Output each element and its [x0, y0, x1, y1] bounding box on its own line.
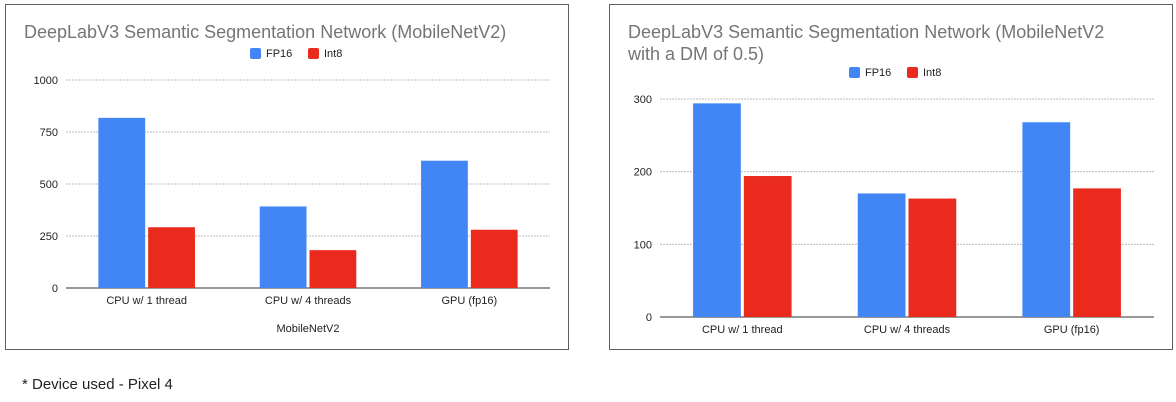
chart-panel-mobilenetv2: DeepLabV3 Semantic Segmentation Network … [5, 4, 569, 350]
legend-swatch-fp16 [849, 67, 860, 78]
x-category-label: CPU w/ 1 thread [106, 295, 187, 307]
legend-label-int8: Int8 [324, 48, 342, 60]
chart-panel-mobilenetv2-dm05: DeepLabV3 Semantic Segmentation Network … [609, 4, 1173, 350]
chart-title: DeepLabV3 Semantic Segmentation Network … [24, 22, 507, 42]
bar-int8-1 [148, 227, 195, 288]
bar-int8-3 [470, 229, 518, 288]
bar-int8-2 [309, 250, 357, 288]
y-tick-label: 500 [40, 179, 58, 191]
bar-int8-2 [908, 198, 957, 317]
y-tick-label: 0 [52, 283, 58, 295]
bar-fp16-3 [421, 160, 468, 288]
bar-fp16-1 [693, 103, 741, 317]
legend-label-int8: Int8 [923, 67, 941, 79]
y-tick-label: 200 [634, 167, 652, 179]
legend-swatch-int8 [308, 48, 319, 59]
chart-title: DeepLabV3 Semantic Segmentation Network … [628, 22, 1105, 64]
legend-label-fp16: FP16 [266, 48, 292, 60]
bar-fp16-1 [98, 117, 146, 288]
y-tick-label: 100 [634, 239, 652, 251]
y-tick-label: 0 [646, 312, 652, 324]
bar-chart-mobilenetv2: 0 250 500 750 1000 CPU w/ 1 thread CPU w/ 4 th… [34, 48, 550, 335]
bar-fp16-2 [259, 206, 307, 288]
legend-swatch-fp16 [250, 48, 261, 59]
x-category-label: GPU (fp16) [442, 295, 498, 307]
bar-fp16-3 [1022, 122, 1071, 318]
x-category-label: CPU w/ 4 threads [265, 295, 352, 307]
x-category-label: CPU w/ 4 threads [864, 324, 951, 336]
bar-int8-3 [1073, 188, 1121, 317]
x-category-label: CPU w/ 1 thread [702, 324, 783, 336]
bar-chart-mobilenetv2-dm05: 0 100 200 300 CPU w/ 1 thread CPU w/ 4 thread… [634, 67, 1154, 336]
y-tick-label: 750 [40, 127, 58, 139]
bar-int8-1 [743, 176, 792, 317]
legend-swatch-int8 [907, 67, 918, 78]
footnote-device: * Device used - Pixel 4 [22, 376, 173, 393]
y-tick-label: 250 [40, 231, 58, 243]
x-axis-title: MobileNetV2 [277, 323, 340, 335]
bar-fp16-2 [857, 193, 906, 317]
y-tick-label: 300 [634, 94, 652, 106]
x-category-label: GPU (fp16) [1044, 324, 1100, 336]
legend-label-fp16: FP16 [865, 67, 891, 79]
y-tick-label: 1000 [34, 75, 58, 87]
